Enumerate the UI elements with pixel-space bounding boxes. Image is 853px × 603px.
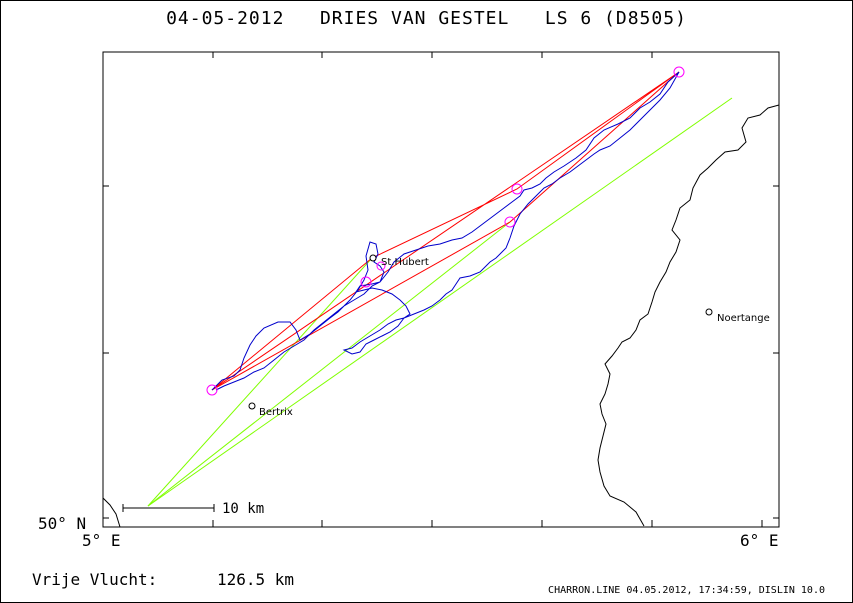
task-line bbox=[509, 71, 680, 223]
distance-value: 126.5 km bbox=[217, 570, 295, 589]
place-marker-st-hubert bbox=[369, 254, 377, 262]
place-label-bertrix: Bertrix bbox=[259, 407, 293, 418]
longitude-label-left: 5° E bbox=[82, 531, 121, 550]
place-label-noertange: Noertange bbox=[717, 313, 770, 324]
turnpoint-cylinder bbox=[360, 276, 372, 288]
longitude-label-right: 6° E bbox=[740, 531, 779, 550]
country-border-corner bbox=[102, 497, 121, 528]
turnpoint-cylinder bbox=[511, 183, 523, 195]
sector-line bbox=[147, 221, 511, 507]
task-line bbox=[211, 221, 511, 391]
sector-line bbox=[147, 257, 373, 507]
distance-label: Vrije Vlucht: bbox=[32, 570, 158, 589]
flight-track bbox=[211, 71, 680, 391]
latitude-label: 50° N bbox=[38, 514, 87, 533]
turnpoint-cylinder bbox=[504, 216, 516, 228]
place-marker-bertrix bbox=[248, 402, 256, 410]
turnpoint-cylinder bbox=[206, 384, 218, 396]
footer-info: CHARRON.LINE 04.05.2012, 17:34:59, DISLI… bbox=[548, 585, 825, 596]
scale-bar-label: 10 km bbox=[222, 501, 264, 517]
country-border bbox=[597, 104, 780, 527]
map-frame bbox=[102, 51, 780, 528]
turnpoint-cylinder bbox=[376, 261, 386, 271]
place-label-st-hubert: St.Hubert bbox=[381, 257, 429, 268]
sector-line bbox=[147, 97, 733, 507]
place-marker-noertange bbox=[705, 308, 713, 316]
page-title: 04-05-2012 DRIES VAN GESTEL LS 6 (D8505) bbox=[166, 8, 687, 29]
task-line bbox=[211, 71, 680, 391]
turnpoint-cylinder bbox=[673, 66, 685, 78]
